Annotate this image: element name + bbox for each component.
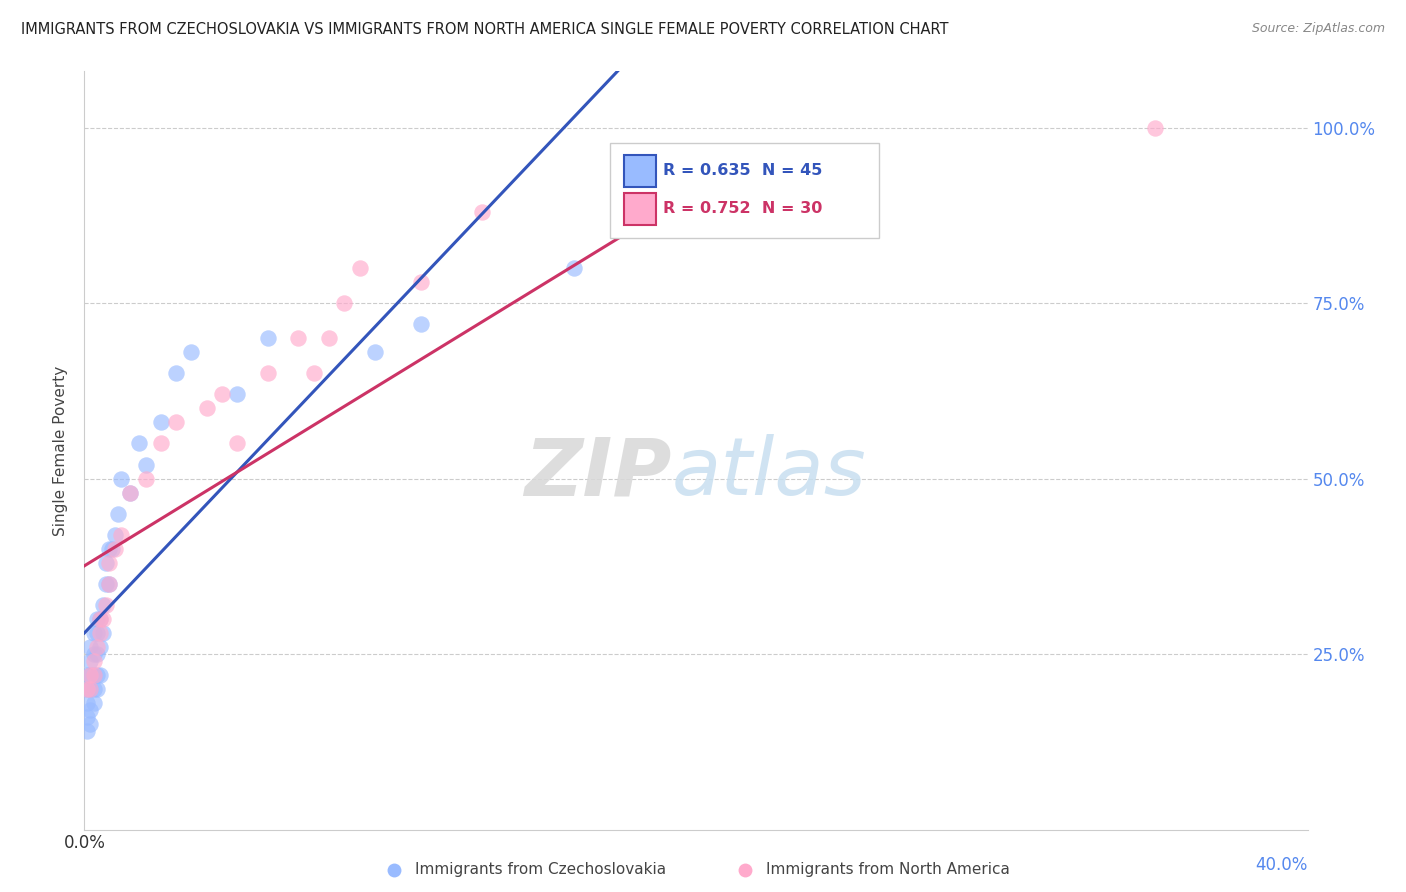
Point — [86, 668, 108, 682]
Point — [76, 682, 98, 697]
Point — [83, 696, 105, 710]
Point — [86, 626, 108, 640]
Point — [471, 204, 494, 219]
Point — [83, 668, 105, 682]
Point — [79, 717, 101, 731]
Text: 40.0%: 40.0% — [1256, 856, 1308, 874]
Point — [83, 626, 105, 640]
Point — [86, 640, 108, 654]
Point — [83, 668, 105, 682]
Point — [91, 626, 114, 640]
Point — [149, 416, 172, 430]
Point — [104, 541, 127, 556]
Point — [135, 471, 157, 485]
Point — [128, 436, 150, 450]
Point — [211, 387, 233, 401]
Point — [91, 612, 114, 626]
Point — [107, 507, 129, 521]
Point — [79, 668, 101, 682]
Point — [120, 485, 142, 500]
Point — [562, 260, 585, 275]
Point — [110, 471, 132, 485]
Point — [97, 577, 120, 591]
Point — [149, 436, 172, 450]
Point — [97, 541, 120, 556]
FancyBboxPatch shape — [610, 144, 880, 238]
Point — [110, 527, 132, 541]
Text: Immigrants from North America: Immigrants from North America — [766, 863, 1010, 877]
Point — [79, 682, 101, 697]
Text: IMMIGRANTS FROM CZECHOSLOVAKIA VS IMMIGRANTS FROM NORTH AMERICA SINGLE FEMALE PO: IMMIGRANTS FROM CZECHOSLOVAKIA VS IMMIGR… — [21, 22, 949, 37]
Point — [86, 682, 108, 697]
Point — [86, 647, 108, 661]
Point — [79, 654, 101, 668]
FancyBboxPatch shape — [624, 193, 655, 225]
Point — [76, 710, 98, 724]
Point — [135, 458, 157, 472]
Point — [165, 366, 187, 380]
Point — [97, 556, 120, 570]
Point — [349, 260, 371, 275]
Point — [89, 612, 111, 626]
Point — [333, 296, 356, 310]
Text: R = 0.635  N = 45: R = 0.635 N = 45 — [664, 163, 823, 178]
Point — [83, 654, 105, 668]
Point — [195, 401, 218, 416]
Point — [89, 612, 111, 626]
Point — [79, 640, 101, 654]
Point — [94, 598, 117, 612]
Text: atlas: atlas — [672, 434, 866, 512]
Point — [91, 598, 114, 612]
Point — [76, 724, 98, 739]
Point — [76, 682, 98, 697]
Point — [165, 416, 187, 430]
Text: ZIP: ZIP — [524, 434, 672, 512]
FancyBboxPatch shape — [624, 155, 655, 186]
Point — [94, 556, 117, 570]
Point — [180, 345, 202, 359]
Point — [83, 647, 105, 661]
Point — [79, 682, 101, 697]
Point — [101, 541, 124, 556]
Point — [318, 331, 340, 345]
Point — [79, 703, 101, 717]
Point — [76, 668, 98, 682]
Point — [302, 366, 325, 380]
Point — [226, 436, 249, 450]
Text: Immigrants from Czechoslovakia: Immigrants from Czechoslovakia — [415, 863, 666, 877]
Point — [1143, 120, 1166, 135]
Text: Source: ZipAtlas.com: Source: ZipAtlas.com — [1251, 22, 1385, 36]
Point — [364, 345, 387, 359]
Point — [89, 640, 111, 654]
Point — [89, 626, 111, 640]
Point — [76, 696, 98, 710]
Text: R = 0.752  N = 30: R = 0.752 N = 30 — [664, 201, 823, 216]
Point — [79, 668, 101, 682]
Point — [104, 527, 127, 541]
Point — [89, 668, 111, 682]
Point — [120, 485, 142, 500]
Point — [83, 682, 105, 697]
Y-axis label: Single Female Poverty: Single Female Poverty — [53, 366, 69, 535]
Point — [409, 275, 432, 289]
Point — [257, 331, 280, 345]
Point — [86, 612, 108, 626]
Point — [257, 366, 280, 380]
Point — [97, 577, 120, 591]
Point — [94, 577, 117, 591]
Point — [287, 331, 309, 345]
Point — [226, 387, 249, 401]
Point — [409, 317, 432, 331]
